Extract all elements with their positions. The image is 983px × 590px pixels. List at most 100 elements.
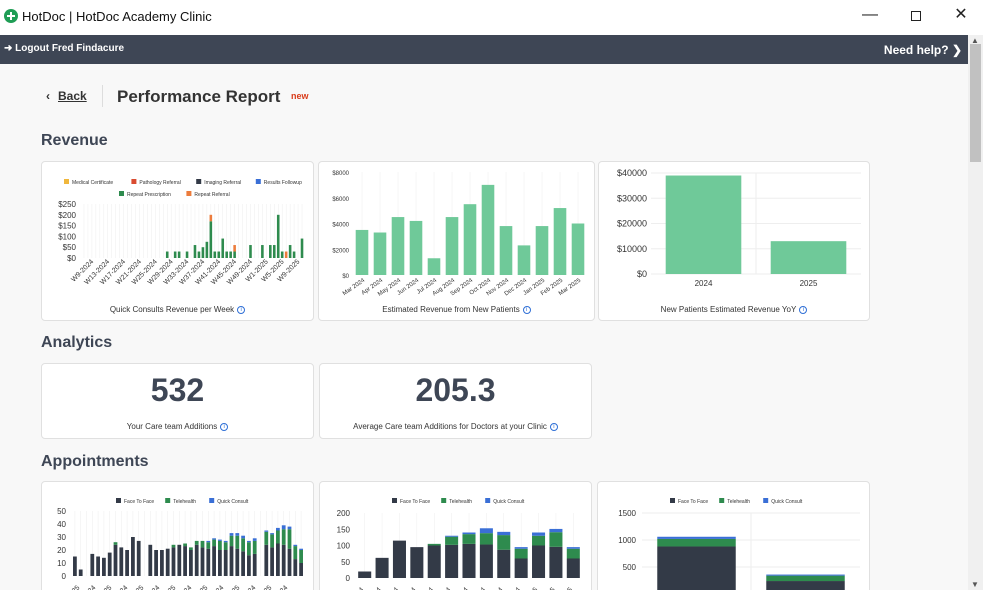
y-tick-label: $50	[63, 243, 77, 252]
scroll-up-icon[interactable]: ▲	[971, 36, 979, 45]
x-tick-label: 24	[390, 586, 401, 590]
chart-bar	[358, 571, 372, 578]
chart-bar	[497, 535, 511, 550]
chart-bar	[193, 245, 197, 258]
back-label: Back	[58, 89, 87, 103]
legend-swatch	[186, 191, 192, 196]
chart-bar	[392, 540, 406, 578]
chart-bar	[514, 547, 528, 549]
chart-bar	[514, 558, 528, 578]
logout-link[interactable]: ➜ Logout Fred Findacure	[4, 43, 124, 54]
page-title: Performance Report	[117, 87, 281, 106]
chart-bar	[212, 539, 216, 547]
chart-bar	[154, 550, 158, 576]
chart-bar	[229, 533, 234, 536]
chart-bar	[276, 527, 280, 531]
chart-bar	[165, 251, 169, 258]
x-tick-label: 24	[87, 584, 98, 590]
chart-bar	[206, 542, 211, 549]
y-tick-label: $0	[67, 254, 76, 263]
chart-bar	[445, 544, 459, 578]
chart-bar	[445, 535, 459, 537]
close-button[interactable]: ✕	[954, 6, 968, 23]
chart-bar	[293, 546, 298, 560]
chart-bar	[292, 251, 296, 258]
maximize-button[interactable]	[893, 0, 939, 34]
section-revenue: Revenue	[41, 132, 108, 149]
vertical-scrollbar[interactable]: ▲ ▼	[968, 35, 983, 590]
chart-bar	[281, 529, 286, 545]
y-tick-label: $2000	[332, 248, 349, 254]
chart-bar	[445, 217, 459, 275]
x-tick-label: 24	[247, 584, 258, 590]
chart-bar	[276, 530, 280, 544]
chart-bar	[247, 555, 251, 576]
chart-card-appointments-monthly: Face To Face Telehealth Quick Consult 200 15…	[319, 481, 592, 590]
chart-bar	[657, 538, 736, 547]
chart-bar	[280, 251, 284, 258]
legend-label: Telehealth	[173, 499, 196, 505]
stat-value: 205.3	[415, 372, 496, 408]
chart-bar	[463, 204, 477, 275]
chart-bar	[221, 238, 225, 258]
scroll-down-icon[interactable]: ▼	[971, 580, 979, 589]
quick-consults-chart: Medical Certificate Pathology Referral Ima…	[58, 179, 304, 286]
chart-bar	[479, 528, 493, 534]
chart-bar	[113, 542, 118, 545]
legend-label: Face To Face	[124, 499, 154, 505]
chart-bar	[233, 251, 236, 258]
chart-bar	[241, 538, 245, 552]
chart-bar	[131, 537, 135, 576]
legend-label: Telehealth	[727, 499, 750, 505]
legend-label: Pathology Referral	[139, 180, 180, 186]
info-icon[interactable]: i	[549, 422, 558, 431]
chart-bar	[766, 575, 845, 582]
chart-bar	[269, 245, 272, 258]
legend-label: Face To Face	[678, 499, 708, 505]
chart-bar	[499, 226, 513, 275]
y-tick-label: 30	[57, 533, 66, 542]
chart-bar	[270, 533, 274, 535]
chart-bar	[462, 543, 476, 578]
chart-bar	[427, 545, 441, 578]
chart-bar	[549, 532, 563, 547]
window-titlebar: HotDoc | HotDoc Academy Clinic — ✕	[0, 0, 983, 34]
chart-bar	[148, 544, 153, 576]
chart-bar	[261, 245, 264, 258]
legend-label: Medical Certificate	[72, 180, 113, 186]
scrollbar-thumb[interactable]	[970, 44, 981, 162]
appointments-weekly-chart: Face To Face Telehealth Quick Consult 50 40 3…	[57, 498, 303, 590]
legend-swatch	[719, 498, 725, 503]
chart-bar	[205, 241, 209, 258]
back-link[interactable]: ‹ Back	[46, 89, 87, 103]
chart-bar	[218, 540, 222, 550]
y-tick-label: 0	[346, 574, 351, 583]
y-tick-label: 50	[341, 558, 350, 567]
chart-bar	[276, 214, 280, 258]
y-tick-label: $200	[58, 211, 76, 220]
minimize-button[interactable]: —	[862, 6, 878, 23]
need-help-dropdown[interactable]: Need help? ❯	[884, 43, 962, 57]
chart-bar	[287, 529, 292, 549]
chart-bar	[171, 544, 176, 548]
x-tick-label: 24	[355, 586, 366, 590]
chart-bar	[113, 544, 118, 576]
chart-bar	[270, 547, 274, 576]
chart-bar	[200, 540, 205, 548]
section-analytics: Analytics	[41, 334, 113, 351]
chart-bar	[229, 535, 234, 547]
chart-bar	[549, 546, 563, 578]
chart-bar	[553, 208, 567, 275]
x-tick-label: 24	[407, 586, 418, 590]
x-tick-label: 24	[459, 586, 470, 590]
info-icon[interactable]: i	[522, 305, 531, 314]
chart-bar	[73, 556, 77, 576]
info-icon[interactable]: i	[237, 305, 246, 314]
info-icon[interactable]: i	[220, 422, 229, 431]
chart-bar	[235, 535, 240, 549]
y-tick-label: 200	[337, 509, 351, 518]
info-icon[interactable]: i	[799, 305, 808, 314]
chart-bar	[299, 548, 303, 550]
legend-label: Repeat Referral	[194, 192, 229, 198]
